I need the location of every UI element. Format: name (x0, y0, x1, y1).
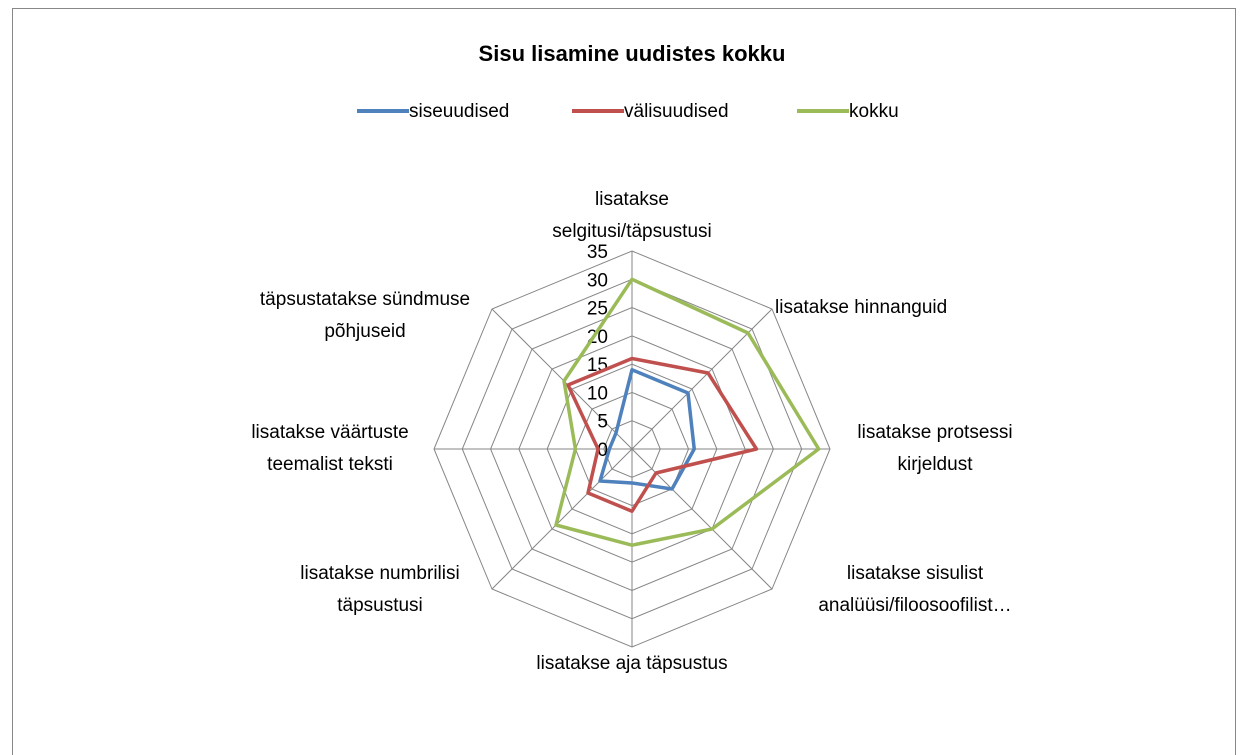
series-line (598, 368, 696, 491)
legend-label: siseuudised (409, 101, 509, 122)
axis-spoke (631, 448, 773, 590)
category-label: lisatakse hinnanguid (775, 297, 948, 318)
category-label: lisatakse aja täpsustus (536, 653, 728, 674)
category-label: lisatakse numbrilisi täpsustusi (300, 563, 460, 616)
legend-label: kokku (849, 101, 899, 122)
series-line (566, 356, 759, 513)
chart-frame (12, 8, 1236, 755)
r-tick-label: 35 (587, 242, 608, 263)
r-tick-label: 10 (587, 383, 608, 404)
category-label: lisatakse väärtuste teemalist teksti (251, 422, 409, 475)
legend-label: välisuudised (624, 101, 729, 122)
r-tick-label: 20 (587, 327, 608, 348)
category-label: täpsustatakse sündmuse põhjuseid (259, 289, 471, 342)
r-tick-label: 30 (587, 270, 608, 291)
category-label: lisatakse selgitusi/täpsustusi (552, 189, 712, 242)
r-tick-label: 5 (597, 412, 608, 433)
axis-spoke (491, 448, 633, 590)
series-line (554, 277, 821, 547)
category-label: lisatakse sisulist analüüsi/filoosoofili… (818, 563, 1012, 616)
r-tick-label: 25 (587, 299, 608, 320)
chart-title: Sisu lisamine uudistes kokku (479, 41, 786, 66)
axis-spoke (491, 308, 633, 450)
r-tick-label: 0 (597, 440, 608, 461)
category-label: lisatakse protsessi kirjeldust (857, 422, 1013, 475)
